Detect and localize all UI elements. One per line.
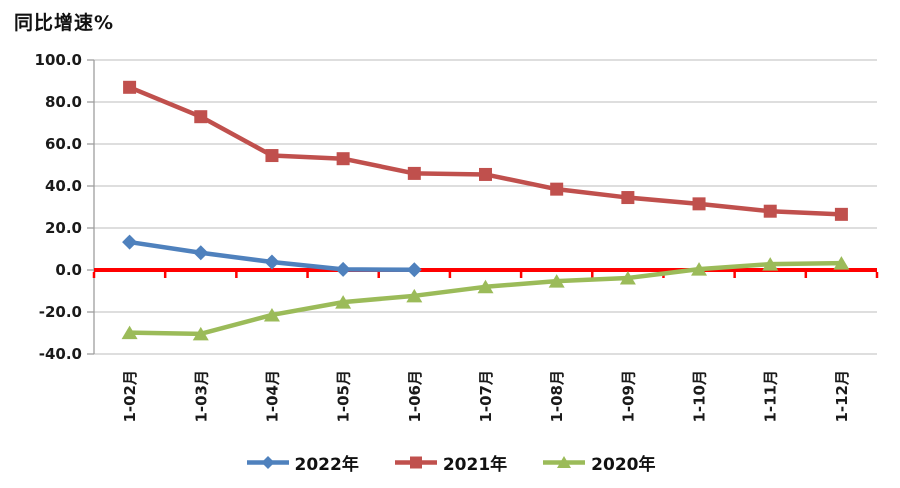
legend-item-2020: 2020年 [541,450,655,475]
square-marker-icon [550,182,564,196]
triangle-marker-icon [263,307,280,322]
diamond-marker-icon [193,245,209,261]
x-axis-tick-label: 1-08月 [548,370,566,423]
y-axis-tick-label: 100.0 [35,51,82,69]
triangle-marker-icon [192,326,209,341]
diamond-marker-icon [264,254,280,270]
legend-marker-square-icon [394,456,437,468]
square-marker-icon [409,456,422,468]
square-marker-icon [479,167,492,181]
square-marker-icon [123,80,137,94]
y-axis-tick-label: -40.0 [39,345,82,363]
chart-title: 同比增速% [14,12,115,34]
legend-label: 2021年 [442,454,508,475]
legend: 2022年 2021年 2020年 [0,446,900,478]
legend-label: 2020年 [591,454,656,475]
legend-label: 2022年 [294,454,359,475]
x-axis-tick-label: 1-03月 [192,370,210,423]
series-2020 [121,256,850,341]
x-axis-tick-label: 1-05月 [335,370,353,423]
diamond-marker-icon [122,234,138,250]
triangle-marker-icon [548,274,565,288]
y-axis-tick-label: 0.0 [55,261,82,279]
y-axis-tick-label: -20.0 [39,303,82,321]
x-axis-tick-label: 1-02月 [121,370,139,423]
legend-item-2022: 2022年 [245,450,359,475]
square-marker-icon [336,152,350,166]
triangle-marker-icon [833,256,850,270]
y-axis-tick-label: 80.0 [45,93,82,111]
triangle-marker-icon [121,325,138,340]
triangle-marker-icon [619,270,636,285]
series-2021 [123,80,848,221]
y-axis-tick-label: 40.0 [45,177,82,195]
diamond-marker-icon [261,455,274,469]
y-axis-tick-label: 20.0 [45,219,82,237]
diamond-marker-icon [406,262,422,278]
triangle-marker-icon [406,288,423,303]
triangle-marker-icon [477,279,494,294]
series-line [127,85,844,217]
x-axis-tick-label: 1-09月 [619,370,637,423]
series-2022 [122,234,422,278]
square-marker-icon [194,110,208,124]
square-marker-icon [834,207,848,221]
x-axis-tick-label: 1-12月 [833,370,851,423]
x-axis-tick-label: 1-07月 [477,370,495,423]
legend-marker-triangle-icon [543,455,586,468]
legend-item-2021: 2021年 [393,450,507,475]
triangle-marker-icon [557,455,572,468]
square-marker-icon [621,191,635,205]
square-marker-icon [763,204,777,218]
x-axis-tick-label: 1-06月 [406,370,424,423]
x-axis-tick-label: 1-11月 [762,370,780,423]
triangle-marker-icon [762,257,779,271]
x-axis-tick-label: 1-10月 [691,370,709,423]
legend-marker-diamond-icon [246,455,289,469]
y-axis-tick-label: 60.0 [45,135,82,153]
square-marker-icon [265,149,279,163]
triangle-marker-icon [335,295,352,309]
triangle-marker-icon [691,262,708,276]
diamond-marker-icon [335,261,351,277]
line-chart-plot: 100.0 80.0 60.0 40.0 20.0 0.0 -20.0 -40.0 1-02月 1… [35,51,879,423]
square-marker-icon [692,197,706,211]
x-axis-tick-label: 1-04月 [263,370,281,423]
square-marker-icon [407,166,421,180]
